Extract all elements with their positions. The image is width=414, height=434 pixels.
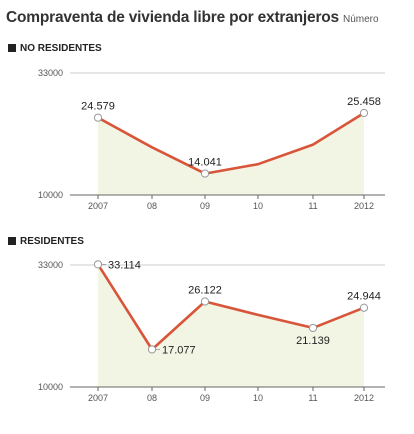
x-tick-label: 09 xyxy=(200,393,210,403)
panel-label-residentes: RESIDENTES xyxy=(8,236,84,247)
data-label: 24.944 xyxy=(347,291,381,303)
data-label: 24.579 xyxy=(81,101,115,113)
chart-subtitle: Número xyxy=(342,14,379,25)
data-point-marker xyxy=(359,108,369,118)
data-point-marker xyxy=(93,113,103,122)
data-label: 17.077 xyxy=(162,344,196,356)
series-line xyxy=(96,263,365,351)
y-tick-label: 10000 xyxy=(38,382,63,392)
chart-no-residentes: 10000 33000 2007 08 09 10 11 2012 24.579 14.041 25… xyxy=(38,68,385,211)
x-tick-label: 10 xyxy=(253,393,263,403)
y-tick-label: 33000 xyxy=(38,68,63,78)
x-tick-label: 08 xyxy=(147,393,157,403)
x-tick-label: 2007 xyxy=(88,393,108,403)
data-point-marker xyxy=(93,260,103,269)
chart-residentes: 10000 33000 2007 08 09 10 11 2012 33.114 17.077 26… xyxy=(38,259,385,403)
panel-label-text: NO RESIDENTES xyxy=(20,43,102,54)
data-label: 14.041 xyxy=(188,157,222,169)
y-tick-label: 10000 xyxy=(38,190,63,200)
chart-title: Compraventa de vivienda libre por extran… xyxy=(6,9,339,26)
x-tick-label: 09 xyxy=(200,201,210,211)
chart-header: Compraventa de vivienda libre por extran… xyxy=(6,9,414,33)
x-tick-label: 11 xyxy=(308,393,317,403)
area-fill xyxy=(98,264,364,387)
x-tick-label: 08 xyxy=(147,201,157,211)
square-marker-icon xyxy=(8,44,16,52)
x-tick-label: 11 xyxy=(308,201,317,211)
square-marker-icon xyxy=(8,237,16,245)
y-tick-label: 33000 xyxy=(38,260,63,270)
area-fill xyxy=(98,113,364,195)
x-tick-label: 10 xyxy=(253,201,263,211)
panel-label-no-residentes: NO RESIDENTES xyxy=(8,43,102,54)
x-tick-label: 2007 xyxy=(88,201,108,211)
data-point-marker xyxy=(359,303,369,312)
x-tick-label: 2012 xyxy=(354,393,374,403)
data-label: 25.458 xyxy=(347,96,381,108)
data-label: 26.122 xyxy=(188,284,222,296)
data-point-marker xyxy=(200,169,210,178)
data-point-marker xyxy=(308,323,318,333)
data-point-marker xyxy=(200,297,210,306)
x-tick-label: 2012 xyxy=(354,201,374,211)
series-line xyxy=(97,111,365,175)
data-point-marker xyxy=(147,345,157,354)
panel-label-text: RESIDENTES xyxy=(20,236,84,247)
data-label: 33.114 xyxy=(108,259,141,271)
data-label: 21.139 xyxy=(296,335,330,347)
